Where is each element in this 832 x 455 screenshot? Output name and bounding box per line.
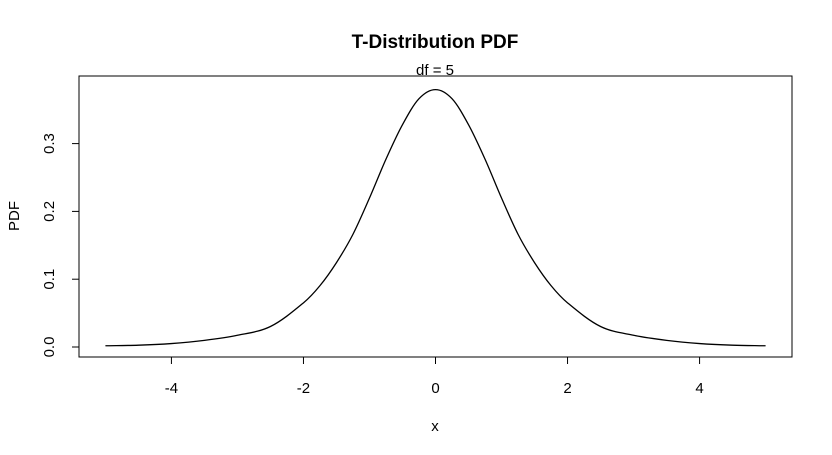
chart-subtitle: df = 5 xyxy=(416,62,454,79)
x-tick-label: -4 xyxy=(165,380,178,397)
y-tick-label: 0.3 xyxy=(41,133,58,154)
x-tick-label: 0 xyxy=(431,380,439,397)
y-axis-label: PDF xyxy=(6,201,23,231)
x-axis-label: x xyxy=(431,418,439,435)
chart-title: T-Distribution PDF xyxy=(352,32,519,53)
y-tick-label: 0.0 xyxy=(41,337,58,358)
x-axis: -4 -2 0 2 4 xyxy=(165,356,704,397)
y-axis: 0.0 0.1 0.2 0.3 xyxy=(41,133,80,358)
y-tick-label: 0.1 xyxy=(41,269,58,290)
series-layer xyxy=(105,88,766,347)
x-tick-label: 2 xyxy=(563,380,571,397)
x-tick-label: -2 xyxy=(297,380,310,397)
y-tick-label: 0.2 xyxy=(41,201,58,222)
pdf-curve xyxy=(105,88,766,347)
x-tick-label: 4 xyxy=(695,380,703,397)
plot-frame xyxy=(78,75,793,358)
